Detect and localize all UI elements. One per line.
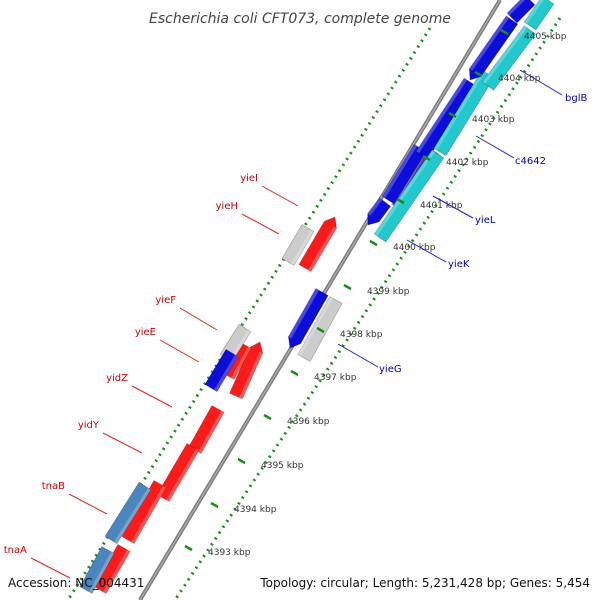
kbp-tick-label: 4394 kbp — [234, 505, 277, 515]
gene-bglB — [481, 25, 537, 91]
gene-label-yieI: yieI — [240, 173, 258, 184]
kbp-tick-mark — [396, 197, 405, 205]
gene-labels: yieI yieH yieF yieE yidZ yidY tnaB tnaA bglB c464… — [4, 69, 587, 579]
label-leader-line — [102, 432, 143, 454]
gene-bglB-blue-bevel — [469, 16, 510, 71]
gene-label-tnaA: tnaA — [4, 545, 27, 556]
kbp-tick-mark — [210, 501, 219, 509]
forward-dotted-track — [66, 27, 432, 600]
genome-stats: Topology: circular; Length: 5,231,428 bp… — [260, 576, 590, 590]
gene-yieG-gray-bevel — [297, 296, 333, 357]
gene-label-yidY: yidY — [78, 420, 100, 431]
gene-yieE-bevel — [239, 351, 263, 399]
gene-yieE-rev — [204, 348, 239, 393]
label-leader-line — [406, 239, 447, 263]
gene-top-blue-bevel — [507, 0, 525, 16]
kbp-tick-mark — [500, 28, 509, 36]
label-leader-line — [241, 213, 280, 235]
gene-c4642-bevel — [434, 70, 485, 151]
gene-yieE — [229, 341, 264, 400]
gene-yieG — [287, 287, 329, 349]
kbp-tick-mark — [184, 544, 193, 552]
gene-label-yieK: yieK — [448, 259, 470, 270]
kbp-ticks: 4393 kbp 4394 kbp 4395 kbp 4396 kbp 4397 kbp… — [184, 28, 567, 558]
kbp-tick-mark — [316, 326, 325, 334]
gene-yieH-bevel — [291, 229, 314, 266]
gene-c4642-blue-bevel — [416, 78, 468, 154]
kbp-tick-mark — [369, 239, 378, 247]
gene-yidY-bevel — [166, 448, 199, 502]
label-leader-line — [159, 339, 200, 363]
gene-label-yieH: yieH — [216, 201, 238, 212]
accession-text: Accession: NC_004431 — [8, 576, 145, 590]
kbp-tick-mark — [422, 154, 431, 162]
kbp-tick-label: 4395 kbp — [261, 461, 304, 471]
gene-top-cyan — [523, 0, 555, 31]
gene-bglB-bevel — [482, 25, 528, 84]
gene-yieE-part-bevel — [231, 346, 252, 380]
gene-tnaA-bevel — [103, 549, 131, 594]
kbp-tick-label: 4400 kbp — [393, 243, 436, 253]
gene-tnaB-rev-bevel — [114, 487, 151, 544]
kbp-tick-mark — [343, 283, 352, 291]
gene-yieF-bevel — [229, 329, 251, 362]
gene-label-c4642: c4642 — [515, 156, 546, 167]
label-leader-line — [179, 307, 218, 331]
label-leader-line — [30, 557, 71, 579]
kbp-tick-mark — [448, 111, 457, 119]
kbp-tick-label: 4393 kbp — [208, 548, 251, 558]
gene-tnaB — [121, 479, 167, 545]
gene-yieG-bevel — [288, 288, 319, 339]
label-leader-line — [475, 135, 515, 159]
gene-label-bglB: bglB — [565, 93, 587, 104]
kbp-tick-label: 4401 kbp — [420, 201, 463, 211]
kbp-tick-label: 4397 kbp — [314, 373, 357, 383]
label-leader-line — [337, 343, 379, 368]
gene-label-yieE: yieE — [135, 327, 156, 338]
gene-yieI-bevel — [308, 226, 337, 272]
gene-yieK-bevel — [374, 150, 436, 236]
kbp-tick-label: 4398 kbp — [340, 330, 383, 340]
label-leader-line — [519, 69, 563, 96]
gene-label-tnaB: tnaB — [42, 481, 65, 492]
gene-yieK-lower-bevel — [382, 144, 417, 199]
label-leader-line — [432, 195, 474, 219]
gene-label-yieG: yieG — [379, 364, 402, 375]
reverse-dotted-track — [173, 17, 562, 600]
kbp-tick-label: 4403 kbp — [472, 115, 515, 125]
gene-label-yieL: yieL — [475, 215, 496, 226]
kbp-tick-mark — [263, 413, 272, 421]
genome-title: Escherichia coli CFT073, complete genome — [149, 11, 451, 27]
kbp-tick-label: 4404 kbp — [498, 74, 541, 84]
gene-tnaA-rev — [79, 546, 115, 594]
gene-yidZ-bevel — [198, 410, 225, 454]
label-leader-line — [68, 493, 108, 515]
gene-tnaA — [93, 543, 131, 595]
kbp-tick-label: 4402 kbp — [446, 158, 489, 168]
gene-tnaB-bevel — [131, 485, 167, 544]
gene-yieL-arrow — [367, 197, 392, 226]
kbp-tick-mark — [237, 457, 246, 465]
gene-yieH — [281, 223, 315, 267]
kbp-tick-label: 4399 kbp — [367, 287, 410, 297]
kbp-tick-mark — [474, 70, 483, 78]
gene-tnaA-rev-bevel — [89, 551, 115, 594]
gene-yieI — [298, 216, 337, 273]
gene-tnaB-rev — [104, 481, 152, 545]
label-leader-line — [131, 385, 173, 408]
gene-label-yidZ: yidZ — [106, 373, 128, 384]
gene-yieL-arrow-bevel — [367, 197, 383, 216]
gene-yidZ — [188, 405, 225, 454]
gene-features — [79, 0, 555, 595]
gene-top-cyan-bevel — [524, 0, 544, 24]
kbp-tick-label: 4405 kbp — [524, 32, 567, 42]
label-leader-line — [261, 185, 299, 207]
gene-label-yieF: yieF — [155, 295, 176, 306]
kbp-tick-label: 4396 kbp — [287, 417, 330, 427]
kbp-tick-mark — [290, 369, 299, 377]
gene-yieE-rev-bevel — [214, 354, 238, 392]
gene-top-blue — [506, 0, 536, 24]
gene-yieK — [373, 149, 445, 243]
